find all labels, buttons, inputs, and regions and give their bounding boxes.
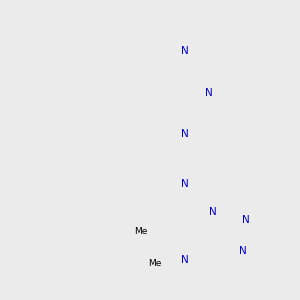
- Text: N: N: [181, 255, 189, 265]
- Text: N: N: [242, 215, 250, 225]
- Text: N: N: [205, 88, 213, 98]
- Text: N: N: [208, 207, 216, 217]
- Text: Me: Me: [134, 227, 147, 236]
- Text: N: N: [181, 179, 189, 189]
- Text: N: N: [181, 129, 189, 139]
- Text: Me: Me: [148, 260, 161, 268]
- Text: N: N: [239, 246, 247, 256]
- Text: N: N: [181, 46, 189, 56]
